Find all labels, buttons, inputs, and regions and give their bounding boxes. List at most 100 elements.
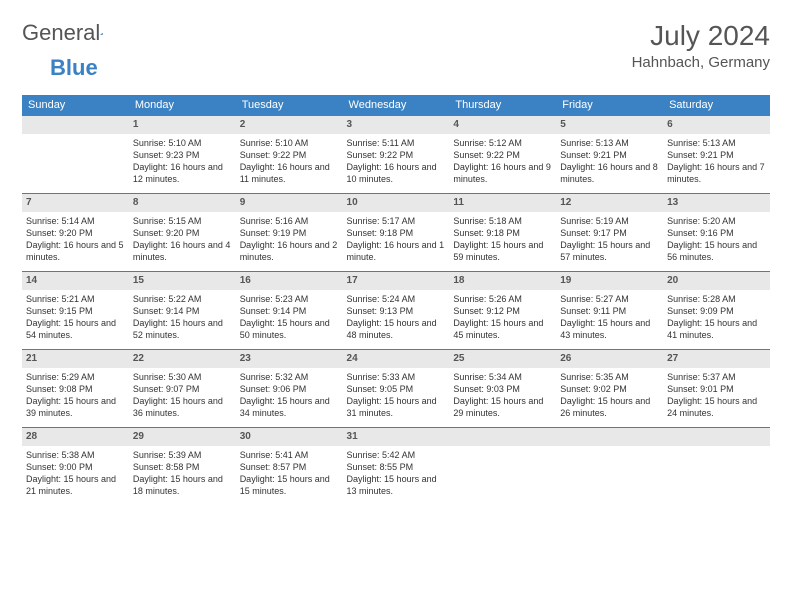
calendar-day-cell: 27 Sunrise: 5:37 AMSunset: 9:01 PMDayligh… xyxy=(663,350,770,428)
day-number-empty xyxy=(22,116,129,134)
day-details: Sunrise: 5:20 AMSunset: 9:16 PMDaylight:… xyxy=(667,215,766,264)
calendar-day-cell: 8 Sunrise: 5:15 AMSunset: 9:20 PMDaylight… xyxy=(129,194,236,272)
day-number: 8 xyxy=(129,194,236,212)
day-number: 14 xyxy=(22,272,129,290)
calendar-day-cell: 7 Sunrise: 5:14 AMSunset: 9:20 PMDaylight… xyxy=(22,194,129,272)
day-number: 3 xyxy=(343,116,450,134)
day-number: 25 xyxy=(449,350,556,368)
day-number-empty xyxy=(663,428,770,446)
calendar-day-cell: 13 Sunrise: 5:20 AMSunset: 9:16 PMDayligh… xyxy=(663,194,770,272)
calendar-day-cell: 9 Sunrise: 5:16 AMSunset: 9:19 PMDaylight… xyxy=(236,194,343,272)
calendar-day-cell: 2 Sunrise: 5:10 AMSunset: 9:22 PMDaylight… xyxy=(236,116,343,194)
day-details: Sunrise: 5:41 AMSunset: 8:57 PMDaylight:… xyxy=(240,449,339,498)
day-details: Sunrise: 5:15 AMSunset: 9:20 PMDaylight:… xyxy=(133,215,232,264)
calendar-day-cell: 6 Sunrise: 5:13 AMSunset: 9:21 PMDaylight… xyxy=(663,116,770,194)
day-details: Sunrise: 5:23 AMSunset: 9:14 PMDaylight:… xyxy=(240,293,339,342)
day-number: 13 xyxy=(663,194,770,212)
day-number: 7 xyxy=(22,194,129,212)
day-number: 10 xyxy=(343,194,450,212)
calendar-day-cell: 28Sunrise: 5:38 AMSunset: 9:00 PMDayligh… xyxy=(22,428,129,506)
weekday-header-row: SundayMondayTuesdayWednesdayThursdayFrid… xyxy=(22,95,770,116)
calendar-day-cell: 26Sunrise: 5:35 AMSunset: 9:02 PMDayligh… xyxy=(556,350,663,428)
calendar-day-cell xyxy=(663,428,770,506)
weekday-header: Thursday xyxy=(449,95,556,116)
day-details: Sunrise: 5:22 AMSunset: 9:14 PMDaylight:… xyxy=(133,293,232,342)
logo-text-blue: Blue xyxy=(50,55,98,80)
weekday-header: Friday xyxy=(556,95,663,116)
calendar-day-cell: 1 Sunrise: 5:10 AMSunset: 9:23 PMDaylight… xyxy=(129,116,236,194)
calendar-day-cell: 18Sunrise: 5:26 AMSunset: 9:12 PMDayligh… xyxy=(449,272,556,350)
day-details: Sunrise: 5:38 AMSunset: 9:00 PMDaylight:… xyxy=(26,449,125,498)
day-details: Sunrise: 5:13 AMSunset: 9:21 PMDaylight:… xyxy=(667,137,766,186)
day-number-empty xyxy=(449,428,556,446)
day-details: Sunrise: 5:19 AMSunset: 9:17 PMDaylight:… xyxy=(560,215,659,264)
day-number: 4 xyxy=(449,116,556,134)
title-block: July 2024 Hahnbach, Germany xyxy=(632,20,770,71)
day-details: Sunrise: 5:17 AMSunset: 9:18 PMDaylight:… xyxy=(347,215,446,264)
calendar-day-cell: 4 Sunrise: 5:12 AMSunset: 9:22 PMDaylight… xyxy=(449,116,556,194)
calendar-day-cell xyxy=(22,116,129,194)
weekday-header: Tuesday xyxy=(236,95,343,116)
day-details: Sunrise: 5:10 AMSunset: 9:23 PMDaylight:… xyxy=(133,137,232,186)
logo-text-general: General xyxy=(22,20,100,46)
calendar-day-cell: 21 Sunrise: 5:29 AMSunset: 9:08 PMDayligh… xyxy=(22,350,129,428)
day-details: Sunrise: 5:16 AMSunset: 9:19 PMDaylight:… xyxy=(240,215,339,264)
day-number: 6 xyxy=(663,116,770,134)
calendar-day-cell xyxy=(449,428,556,506)
day-details: Sunrise: 5:10 AMSunset: 9:22 PMDaylight:… xyxy=(240,137,339,186)
day-details: Sunrise: 5:18 AMSunset: 9:18 PMDaylight:… xyxy=(453,215,552,264)
calendar-day-cell: 16 Sunrise: 5:23 AMSunset: 9:14 PMDayligh… xyxy=(236,272,343,350)
day-number: 24 xyxy=(343,350,450,368)
day-details: Sunrise: 5:11 AMSunset: 9:22 PMDaylight:… xyxy=(347,137,446,186)
day-details: Sunrise: 5:39 AMSunset: 8:58 PMDaylight:… xyxy=(133,449,232,498)
day-number: 27 xyxy=(663,350,770,368)
day-details: Sunrise: 5:35 AMSunset: 9:02 PMDaylight:… xyxy=(560,371,659,420)
day-details: Sunrise: 5:27 AMSunset: 9:11 PMDaylight:… xyxy=(560,293,659,342)
weekday-header: Saturday xyxy=(663,95,770,116)
day-number: 18 xyxy=(449,272,556,290)
calendar-day-cell: 5 Sunrise: 5:13 AMSunset: 9:21 PMDaylight… xyxy=(556,116,663,194)
weekday-header: Sunday xyxy=(22,95,129,116)
calendar-day-cell: 31Sunrise: 5:42 AMSunset: 8:55 PMDayligh… xyxy=(343,428,450,506)
day-number: 23 xyxy=(236,350,343,368)
calendar-day-cell: 30Sunrise: 5:41 AMSunset: 8:57 PMDayligh… xyxy=(236,428,343,506)
day-details: Sunrise: 5:30 AMSunset: 9:07 PMDaylight:… xyxy=(133,371,232,420)
calendar-body: 1 Sunrise: 5:10 AMSunset: 9:23 PMDaylight… xyxy=(22,116,770,506)
day-number: 5 xyxy=(556,116,663,134)
day-details: Sunrise: 5:37 AMSunset: 9:01 PMDaylight:… xyxy=(667,371,766,420)
day-details: Sunrise: 5:29 AMSunset: 9:08 PMDaylight:… xyxy=(26,371,125,420)
calendar-day-cell: 24 Sunrise: 5:33 AMSunset: 9:05 PMDayligh… xyxy=(343,350,450,428)
calendar-day-cell: 11 Sunrise: 5:18 AMSunset: 9:18 PMDayligh… xyxy=(449,194,556,272)
day-number: 11 xyxy=(449,194,556,212)
day-number: 9 xyxy=(236,194,343,212)
location-label: Hahnbach, Germany xyxy=(632,54,770,71)
day-number: 21 xyxy=(22,350,129,368)
logo-triangle-icon xyxy=(100,26,103,42)
day-details: Sunrise: 5:33 AMSunset: 9:05 PMDaylight:… xyxy=(347,371,446,420)
day-details: Sunrise: 5:32 AMSunset: 9:06 PMDaylight:… xyxy=(240,371,339,420)
day-details: Sunrise: 5:21 AMSunset: 9:15 PMDaylight:… xyxy=(26,293,125,342)
day-number: 2 xyxy=(236,116,343,134)
day-number: 16 xyxy=(236,272,343,290)
calendar-day-cell xyxy=(556,428,663,506)
day-details: Sunrise: 5:13 AMSunset: 9:21 PMDaylight:… xyxy=(560,137,659,186)
calendar-day-cell: 10 Sunrise: 5:17 AMSunset: 9:18 PMDayligh… xyxy=(343,194,450,272)
day-number: 22 xyxy=(129,350,236,368)
day-number: 1 xyxy=(129,116,236,134)
weekday-header: Monday xyxy=(129,95,236,116)
weekday-header: Wednesday xyxy=(343,95,450,116)
day-details: Sunrise: 5:42 AMSunset: 8:55 PMDaylight:… xyxy=(347,449,446,498)
day-number: 19 xyxy=(556,272,663,290)
calendar-week-row: 14 Sunrise: 5:21 AMSunset: 9:15 PMDayligh… xyxy=(22,272,770,350)
day-number-empty xyxy=(556,428,663,446)
day-details: Sunrise: 5:12 AMSunset: 9:22 PMDaylight:… xyxy=(453,137,552,186)
day-number: 29 xyxy=(129,428,236,446)
day-details: Sunrise: 5:24 AMSunset: 9:13 PMDaylight:… xyxy=(347,293,446,342)
calendar-table: SundayMondayTuesdayWednesdayThursdayFrid… xyxy=(22,95,770,506)
calendar-day-cell: 17 Sunrise: 5:24 AMSunset: 9:13 PMDayligh… xyxy=(343,272,450,350)
month-title: July 2024 xyxy=(632,20,770,52)
day-number: 17 xyxy=(343,272,450,290)
day-details: Sunrise: 5:14 AMSunset: 9:20 PMDaylight:… xyxy=(26,215,125,264)
calendar-day-cell: 25Sunrise: 5:34 AMSunset: 9:03 PMDayligh… xyxy=(449,350,556,428)
logo: General xyxy=(22,20,120,46)
